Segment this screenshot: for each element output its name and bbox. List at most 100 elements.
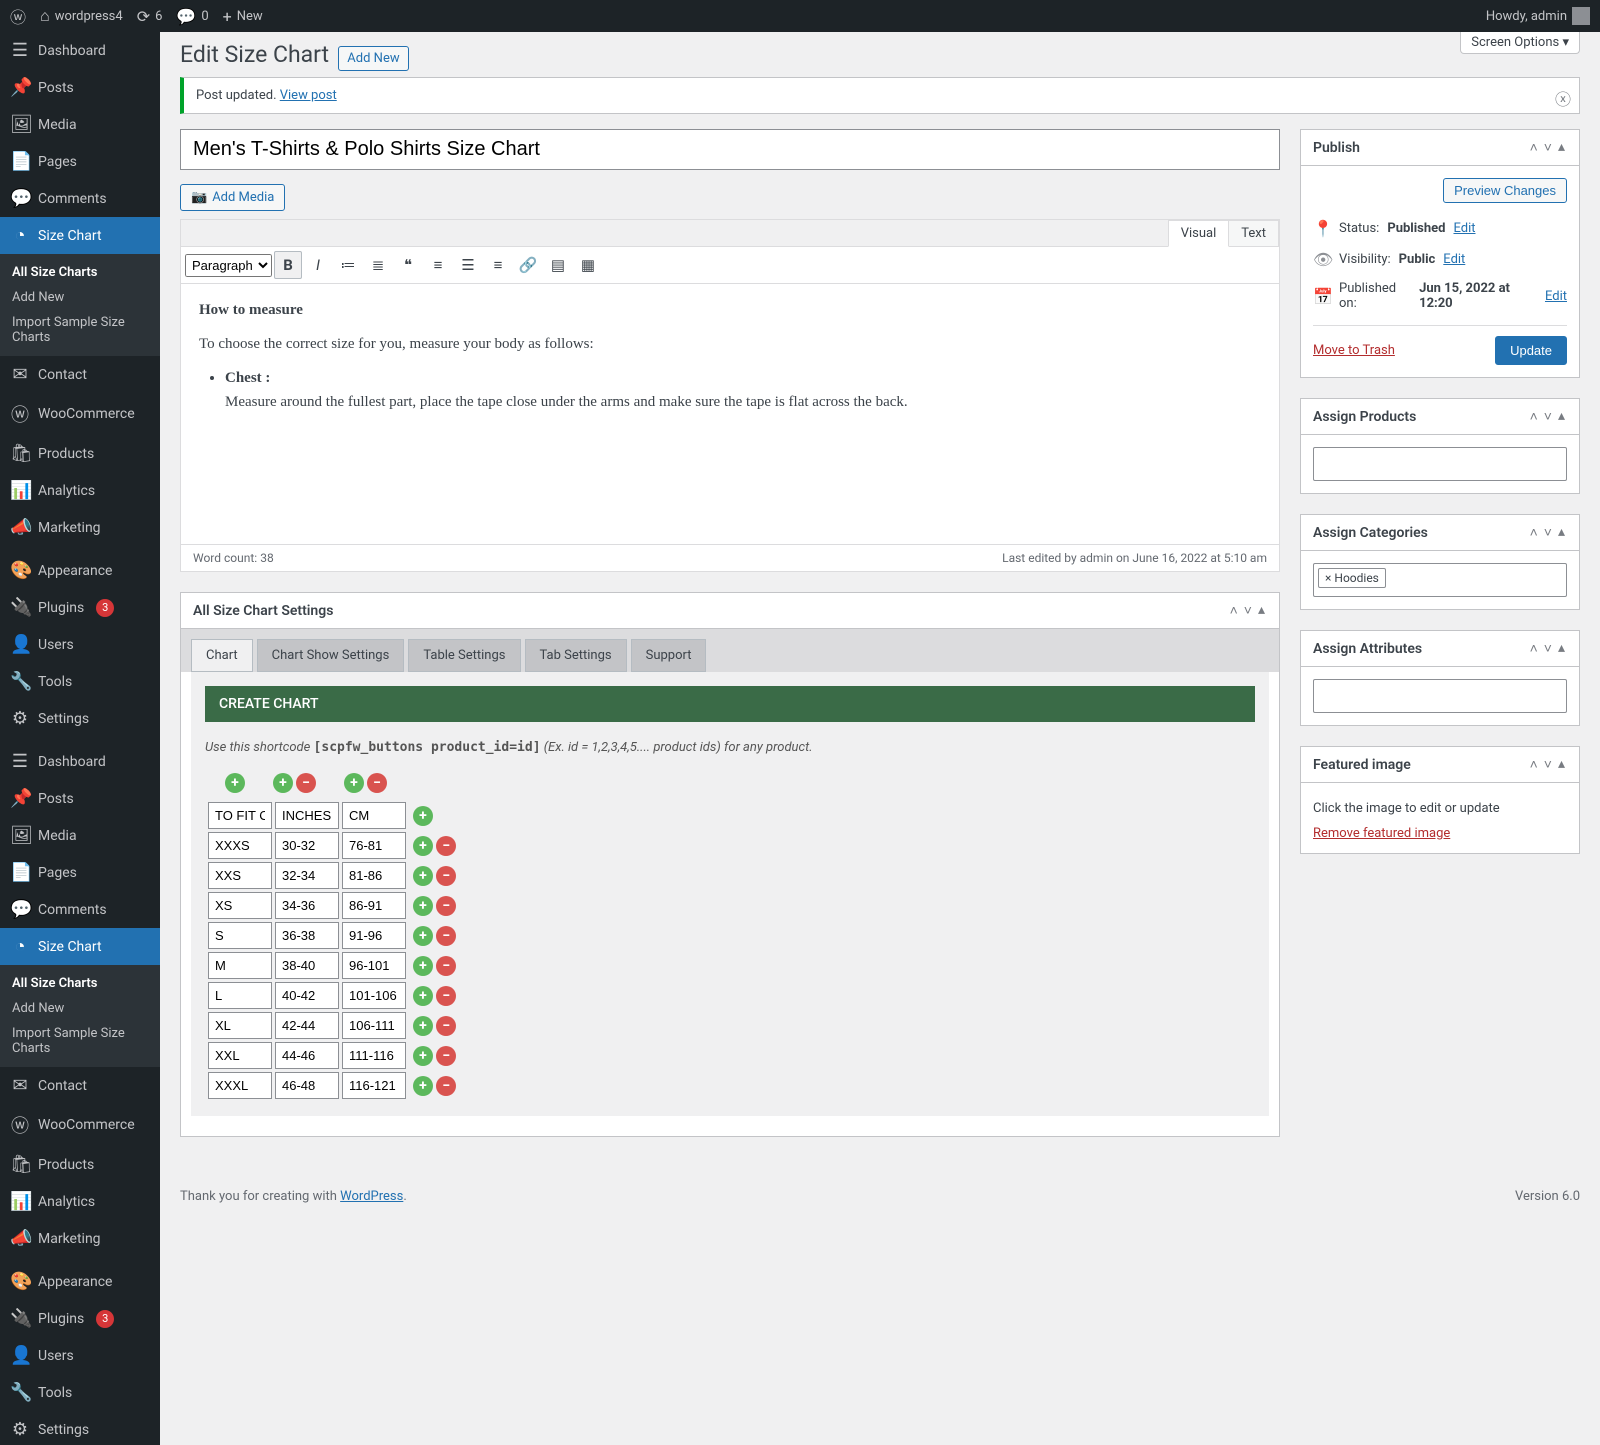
add-col-button[interactable]: + [225, 773, 245, 793]
menu-item[interactable]: 📌Posts [0, 780, 160, 817]
submenu-all-size-charts[interactable]: All Size Charts [0, 971, 160, 996]
chart-tab[interactable]: Tab Settings [525, 639, 627, 672]
chart-cell-input[interactable] [275, 982, 339, 1009]
update-button[interactable]: Update [1495, 336, 1567, 365]
tab-visual[interactable]: Visual [1168, 220, 1230, 247]
align-center-button[interactable]: ☰ [454, 251, 482, 279]
menu-item[interactable]: ◔Size Chart [0, 928, 160, 965]
dismiss-notice-button[interactable]: ⓧ [1555, 86, 1571, 110]
align-right-button[interactable]: ≡ [484, 251, 512, 279]
menu-item[interactable]: ⓦWooCommerce [0, 393, 160, 435]
chart-cell-input[interactable] [342, 1042, 406, 1069]
menu-item[interactable]: 💬Comments [0, 180, 160, 217]
menu-item[interactable]: ☰Dashboard [0, 743, 160, 780]
del-row-button[interactable]: − [436, 866, 456, 886]
chart-tab[interactable]: Chart Show Settings [257, 639, 405, 672]
submenu-add-new[interactable]: Add New [0, 285, 160, 310]
chart-tab[interactable]: Table Settings [408, 639, 520, 672]
chart-cell-input[interactable] [275, 1042, 339, 1069]
add-row-button[interactable]: + [413, 806, 433, 826]
add-row-button[interactable]: + [413, 1046, 433, 1066]
chart-header-input[interactable] [275, 802, 339, 829]
menu-item[interactable]: 📄Pages [0, 143, 160, 180]
menu-item[interactable]: 🔧Tools [0, 1374, 160, 1411]
submenu-import-sample[interactable]: Import Sample Size Charts [0, 310, 160, 350]
add-row-button[interactable]: + [413, 986, 433, 1006]
menu-item[interactable]: 📣Marketing [0, 1220, 160, 1257]
add-col-button[interactable]: + [344, 773, 364, 793]
menu-item[interactable]: 🖼Media [0, 106, 160, 143]
ul-button[interactable]: ≔ [334, 251, 362, 279]
menu-item[interactable]: 🎨Appearance [0, 552, 160, 589]
editor-content[interactable]: How to measure To choose the correct siz… [181, 284, 1279, 544]
chart-cell-input[interactable] [208, 1012, 272, 1039]
del-col-button[interactable]: − [296, 773, 316, 793]
assign-products-input[interactable] [1313, 447, 1567, 481]
chart-cell-input[interactable] [275, 1012, 339, 1039]
add-col-button[interactable]: + [273, 773, 293, 793]
wp-logo[interactable]: ⓦ [10, 4, 26, 28]
wordpress-link[interactable]: WordPress [340, 1189, 403, 1204]
more-button[interactable]: ▤ [544, 251, 572, 279]
menu-item[interactable]: 📄Pages [0, 854, 160, 891]
del-row-button[interactable]: − [436, 1046, 456, 1066]
comments-link[interactable]: 💬0 [176, 7, 208, 26]
add-row-button[interactable]: + [413, 896, 433, 916]
add-row-button[interactable]: + [413, 866, 433, 886]
tab-text[interactable]: Text [1228, 220, 1279, 246]
chart-cell-input[interactable] [275, 952, 339, 979]
chevron-up-icon[interactable]: ˄ [1528, 137, 1540, 158]
assign-attributes-input[interactable] [1313, 679, 1567, 713]
menu-item[interactable]: 💬Comments [0, 891, 160, 928]
chart-cell-input[interactable] [275, 892, 339, 919]
chart-header-input[interactable] [208, 802, 272, 829]
chart-cell-input[interactable] [342, 862, 406, 889]
menu-item[interactable]: ✉Contact [0, 356, 160, 393]
bold-button[interactable]: B [274, 251, 302, 279]
chart-cell-input[interactable] [342, 952, 406, 979]
menu-item[interactable]: 📣Marketing [0, 509, 160, 546]
preview-changes-button[interactable]: Preview Changes [1443, 178, 1567, 203]
align-left-button[interactable]: ≡ [424, 251, 452, 279]
submenu-all-size-charts[interactable]: All Size Charts [0, 260, 160, 285]
chart-cell-input[interactable] [342, 892, 406, 919]
chart-cell-input[interactable] [275, 832, 339, 859]
add-row-button[interactable]: + [413, 956, 433, 976]
updates-link[interactable]: ⟳6 [137, 7, 163, 26]
add-new-button[interactable]: Add New [338, 46, 408, 71]
add-row-button[interactable]: + [413, 1076, 433, 1096]
menu-item[interactable]: ✉Contact [0, 1067, 160, 1104]
chart-cell-input[interactable] [208, 1072, 272, 1099]
chart-cell-input[interactable] [208, 952, 272, 979]
user-greeting[interactable]: Howdy, admin [1486, 7, 1590, 25]
menu-item[interactable]: ⓦWooCommerce [0, 1104, 160, 1146]
menu-item[interactable]: 👤Users [0, 1337, 160, 1374]
menu-item[interactable]: 🔧Tools [0, 663, 160, 700]
menu-item[interactable]: 👤Users [0, 626, 160, 663]
menu-item[interactable]: 🔌Plugins3 [0, 1300, 160, 1337]
assign-categories-input[interactable]: × Hoodies [1313, 563, 1567, 597]
chevron-down-icon[interactable]: ˅ [1542, 137, 1554, 158]
view-post-link[interactable]: View post [280, 88, 337, 103]
submenu-add-new[interactable]: Add New [0, 996, 160, 1021]
caret-up-icon[interactable]: ▴ [1556, 137, 1567, 158]
chart-cell-input[interactable] [275, 862, 339, 889]
del-row-button[interactable]: − [436, 956, 456, 976]
chart-cell-input[interactable] [208, 892, 272, 919]
chart-cell-input[interactable] [275, 1072, 339, 1099]
del-row-button[interactable]: − [436, 1076, 456, 1096]
menu-item[interactable]: ⚙Settings [0, 700, 160, 737]
link-button[interactable]: 🔗 [514, 251, 542, 279]
post-title-input[interactable] [180, 129, 1280, 170]
format-select[interactable]: Paragraph [185, 254, 272, 277]
menu-item[interactable]: 🖼Media [0, 817, 160, 854]
new-content-link[interactable]: +New [223, 7, 263, 26]
menu-item[interactable]: 📌Posts [0, 69, 160, 106]
site-name-link[interactable]: ⌂wordpress4 [40, 6, 123, 26]
chart-cell-input[interactable] [342, 832, 406, 859]
chart-cell-input[interactable] [208, 982, 272, 1009]
chart-tab[interactable]: Chart [191, 639, 253, 672]
chart-cell-input[interactable] [208, 922, 272, 949]
edit-date-link[interactable]: Edit [1545, 289, 1567, 304]
chart-cell-input[interactable] [275, 922, 339, 949]
